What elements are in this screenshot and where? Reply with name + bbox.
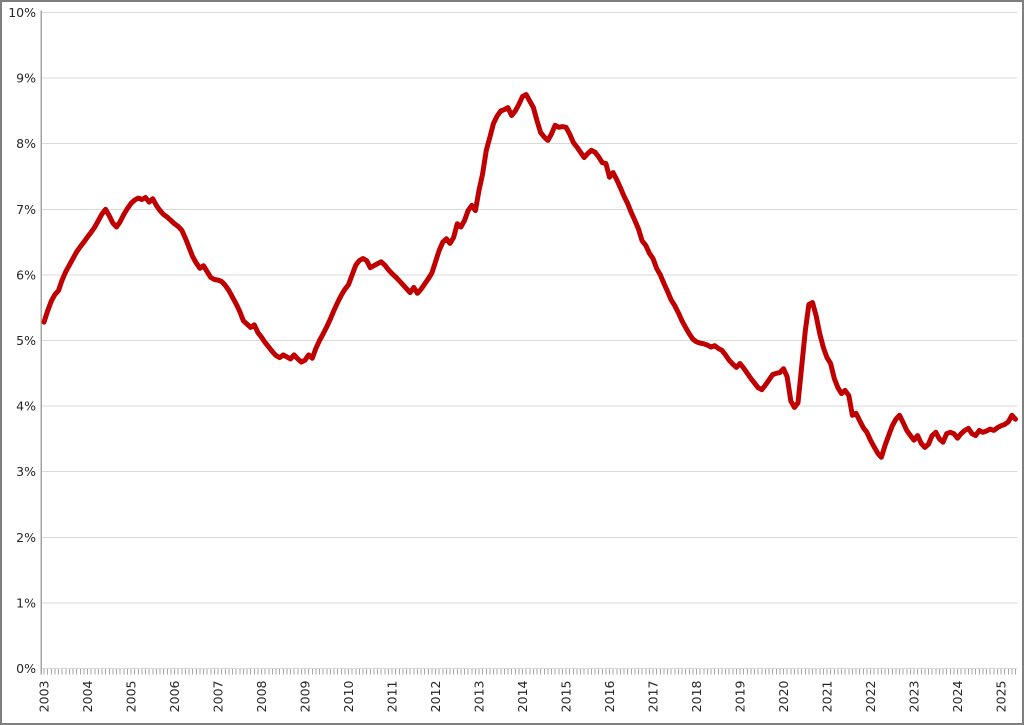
x-axis-label: 2018	[689, 680, 704, 712]
data-line	[41, 92, 1018, 460]
x-axis-label: 2015	[559, 681, 574, 713]
x-axis-label: 2025	[994, 681, 1009, 713]
x-axis-label: 2003	[37, 681, 52, 713]
x-axis-label: 2024	[950, 680, 965, 712]
x-axis-label: 2022	[863, 681, 878, 713]
y-axis-labels: 0% 1% 2% 3% 4% 5% 6% 7% 8% 9% 10%	[8, 5, 36, 676]
x-axis-label: 2007	[211, 681, 226, 713]
month-ticks	[43, 669, 1016, 675]
x-axis-label: 2017	[646, 681, 661, 713]
x-axis-label: 2009	[298, 680, 313, 712]
y-axis-label: 9%	[16, 71, 36, 86]
x-axis-label: 2023	[907, 681, 922, 713]
y-axis-label: 6%	[16, 267, 36, 282]
x-axis-label: 2014	[515, 680, 530, 712]
y-axis-label: 5%	[16, 333, 36, 348]
y-axis-label: 7%	[16, 202, 36, 217]
gridlines	[41, 12, 1018, 669]
x-axis-label: 2020	[776, 680, 791, 712]
x-axis-label: 2019	[733, 680, 748, 712]
y-axis-label: 2%	[16, 530, 36, 545]
x-axis-label: 2005	[124, 681, 139, 713]
x-axis-label: 2010	[341, 680, 356, 712]
x-axis-label: 2012	[428, 681, 443, 713]
x-axis-label: 2008	[254, 680, 269, 712]
y-axis-label: 10%	[8, 5, 36, 20]
y-axis-label: 8%	[16, 136, 36, 151]
x-axis-label: 2004	[80, 680, 95, 712]
y-axis-label: 3%	[16, 464, 36, 479]
x-axis-label: 2016	[602, 680, 617, 712]
x-axis-label: 2021	[820, 681, 835, 713]
y-axis-label: 4%	[16, 399, 36, 414]
x-axis-labels: 2003 2004 2005 2006 2007 2008 2009 2010 2011 2012…	[37, 680, 1009, 712]
y-axis-label: 1%	[16, 595, 36, 610]
x-axis-label: 2013	[472, 681, 487, 713]
y-axis-label: 0%	[16, 661, 36, 676]
x-axis-label: 2011	[385, 681, 400, 713]
x-axis-label: 2006	[167, 680, 182, 712]
